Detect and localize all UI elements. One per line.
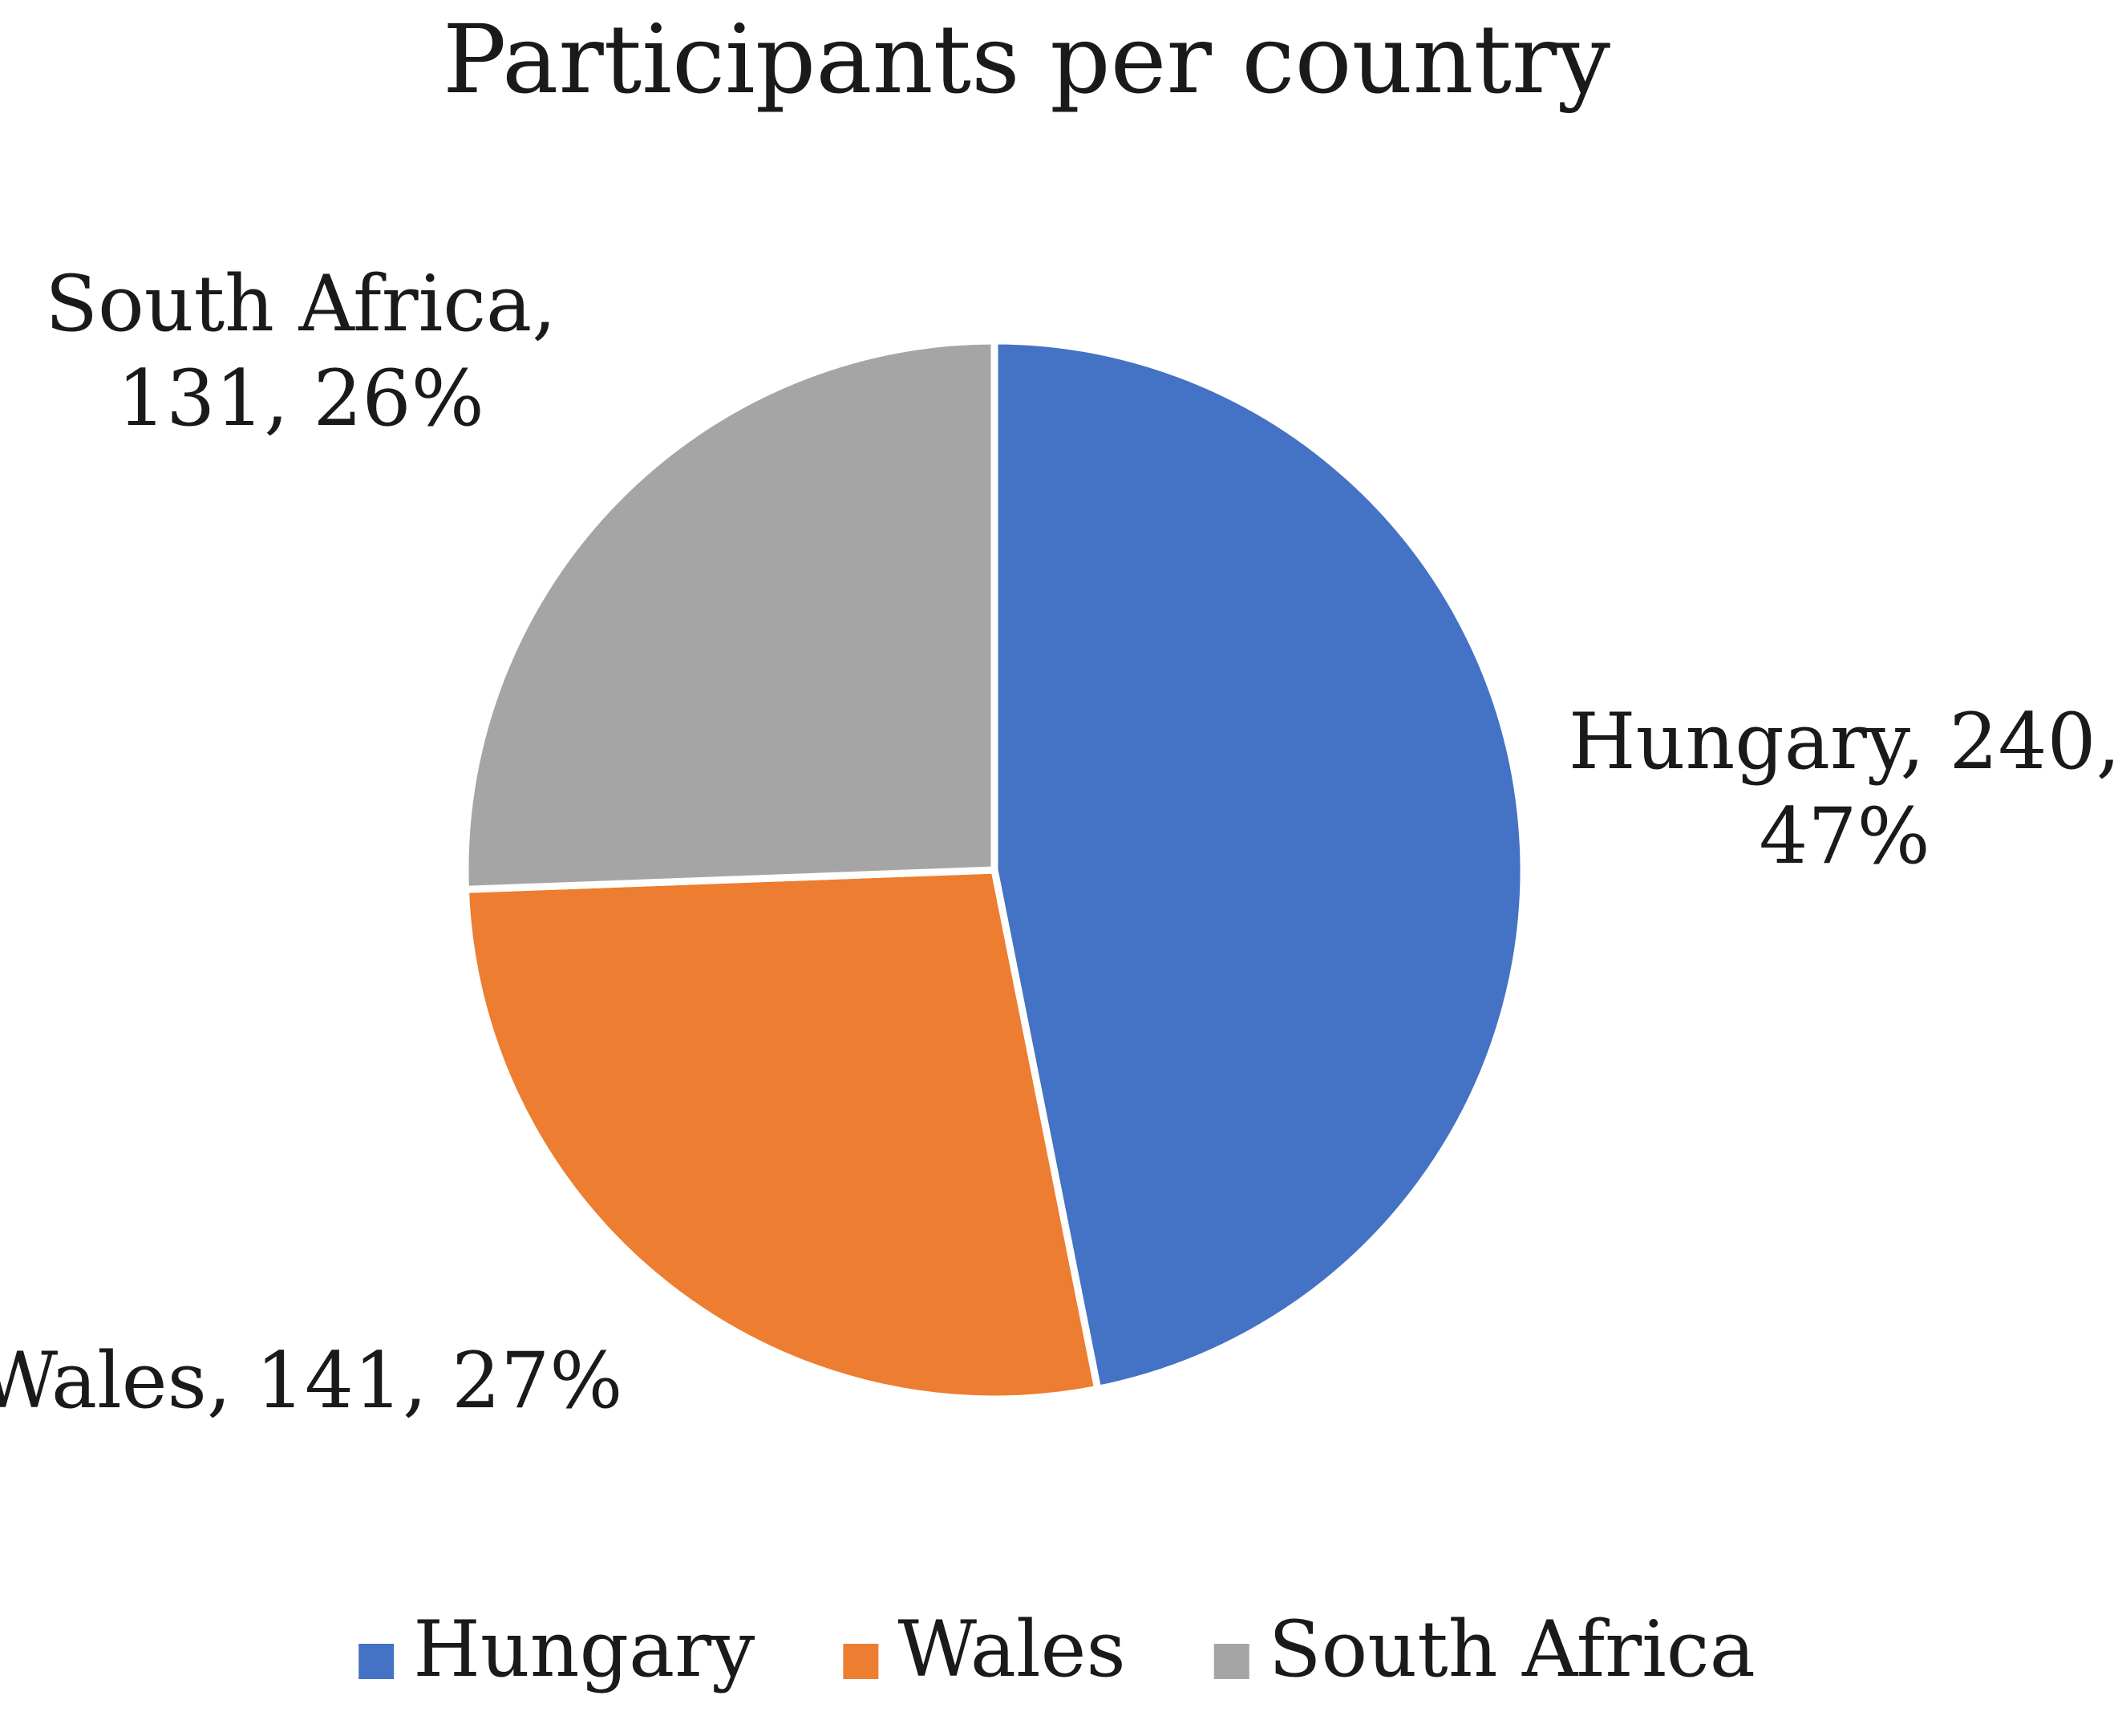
slice-data-labels: Hungary, 240, 47% Wales, 141, 27% South Afr…	[0, 259, 2114, 1426]
pie-slice-hungary	[990, 337, 1528, 1394]
legend-label-south-africa: South Africa	[1269, 1604, 1756, 1694]
chart-legend: Hungary Wales South Africa	[358, 1604, 1756, 1694]
legend-label-wales: Wales	[897, 1604, 1125, 1694]
legend-swatch-wales	[843, 1644, 879, 1679]
pie-slice-wales	[461, 866, 1103, 1403]
legend-swatch-hungary	[358, 1644, 395, 1679]
chart-title: Participants per country	[443, 4, 1610, 115]
pie-slice-south-africa	[461, 337, 998, 893]
data-label-south-africa: South Africa, 131, 26%	[45, 259, 557, 443]
data-label-hungary: Hungary, 240, 47%	[1569, 697, 2114, 881]
legend-label-hungary: Hungary	[413, 1604, 755, 1694]
pie-slices	[461, 337, 1528, 1403]
data-label-wales: Wales, 141, 27%	[0, 1336, 623, 1426]
legend-swatch-south-africa	[1213, 1644, 1249, 1679]
